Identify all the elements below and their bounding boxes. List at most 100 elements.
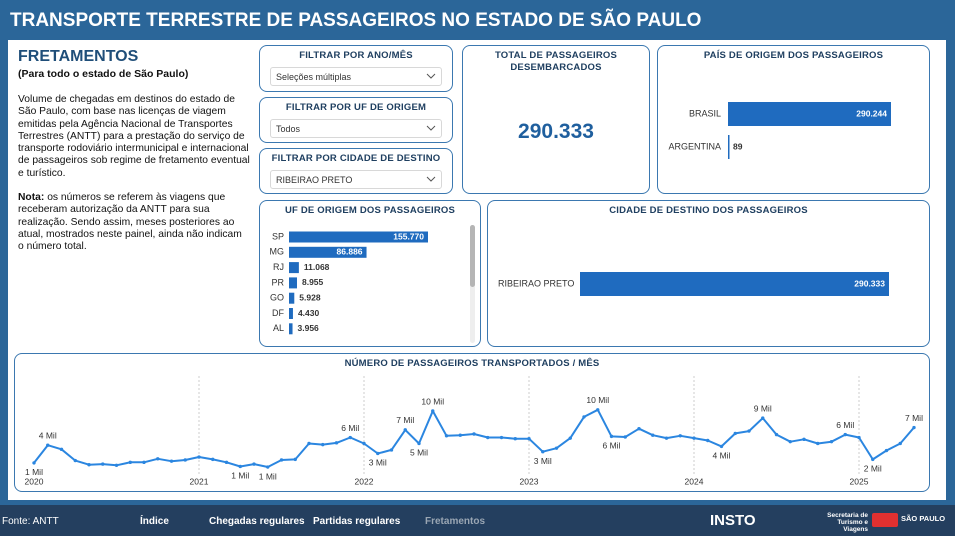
point xyxy=(651,433,655,437)
value-label: 6 Mil xyxy=(836,420,854,430)
value-label: 3.956 xyxy=(298,323,320,333)
value-label: 86.886 xyxy=(337,247,363,257)
point xyxy=(211,457,215,462)
point xyxy=(362,441,366,446)
kpi-card: TOTAL DE PASSAGEIROS DESEMBARCADOS 290.3… xyxy=(462,45,650,194)
line-chart: 2020 2021 2022 2023 2024 2025 1 Mil 4 Mil 1 Mil 1… xyxy=(25,376,923,486)
point xyxy=(816,441,820,446)
value-label: 11.068 xyxy=(304,262,330,272)
point xyxy=(582,415,586,419)
point xyxy=(554,446,559,450)
chevron xyxy=(426,176,436,182)
bar xyxy=(289,323,293,335)
point xyxy=(788,439,792,444)
intro-subtitle: (Para todo o estado de São Paulo) xyxy=(18,68,189,80)
nav-link[interactable]: Índice xyxy=(140,516,169,527)
point xyxy=(101,462,105,466)
category-label: BRASIL xyxy=(689,108,721,118)
bar xyxy=(289,308,293,319)
value-label: 9 Mil xyxy=(754,403,772,413)
x-tick-label: 2021 xyxy=(190,476,209,486)
point xyxy=(87,462,91,467)
value-label: 10 Mil xyxy=(586,395,609,405)
chart-title: CIDADE DE DESTINO DOS PASSAGEIROS xyxy=(609,205,808,216)
point xyxy=(884,448,889,453)
dropdown-value: Todos xyxy=(276,124,301,134)
value-label: 5.928 xyxy=(299,292,321,302)
bar xyxy=(728,135,730,159)
filter-title: FILTRAR POR CIDADE DE DESTINO xyxy=(271,153,441,164)
scrollbar[interactable] xyxy=(470,225,475,287)
point xyxy=(32,461,36,465)
value-label: 290.244 xyxy=(856,108,887,118)
point xyxy=(472,432,476,436)
point xyxy=(513,437,517,441)
point xyxy=(59,447,64,452)
value-label: 3 Mil xyxy=(534,456,552,466)
point xyxy=(774,432,779,437)
point xyxy=(637,427,641,431)
point xyxy=(761,416,765,420)
nav-link[interactable]: Chegadas regulares xyxy=(209,516,305,527)
point xyxy=(307,441,311,446)
bar xyxy=(289,231,428,243)
value-label: 155.770 xyxy=(393,231,424,241)
point xyxy=(389,448,394,452)
point xyxy=(541,450,545,454)
point xyxy=(197,455,201,459)
nav-link[interactable]: Partidas regulares xyxy=(313,516,401,527)
point xyxy=(678,434,682,438)
chart-panel: PAÍS DE ORIGEM DOS PASSAGEIROS BRASIL 290… xyxy=(657,45,930,194)
value-label: 1 Mil xyxy=(259,471,277,481)
chart-title: UF DE ORIGEM DOS PASSAGEIROS xyxy=(284,205,456,216)
chart-panel: NÚMERO DE PASSAGEIROS TRANSPORTADOS / MÊ… xyxy=(14,353,930,492)
bar-chart: SP 155.770 MG 86.886 RJ 11.068 PR 8.955 GO 5.928 D… xyxy=(270,225,475,343)
value-label: 7 Mil xyxy=(905,413,923,423)
logo: Secretaria de Turismo e Viagens xyxy=(827,512,868,533)
x-tick-label: 2025 xyxy=(850,476,869,486)
value-label: 7 Mil xyxy=(396,415,414,425)
value-label: 290.333 xyxy=(854,278,885,288)
page-title: TRANSPORTE TERRESTRE DE PASSAGEIROS NO E… xyxy=(10,10,702,31)
dropdown[interactable]: Todos xyxy=(270,119,442,138)
dropdown[interactable]: Seleções múltiplas xyxy=(270,67,442,86)
kpi-value: 290.333 xyxy=(518,120,594,143)
value-label: 4 Mil xyxy=(713,451,731,461)
value-label: 5 Mil xyxy=(410,448,428,458)
point xyxy=(73,458,77,463)
point xyxy=(898,441,902,446)
filter-title: FILTRAR POR ANO/MÊS xyxy=(299,50,413,61)
value-label: 1 Mil xyxy=(25,467,43,477)
point xyxy=(238,464,242,469)
point xyxy=(596,408,600,412)
point xyxy=(857,435,861,440)
category-label: ARGENTINA xyxy=(668,141,721,151)
dropdown-value: Seleções múltiplas xyxy=(276,72,352,82)
x-tick-label: 2022 xyxy=(355,476,374,486)
point xyxy=(252,462,256,466)
point xyxy=(156,457,160,461)
point xyxy=(733,431,737,436)
x-tick-label: 2020 xyxy=(25,476,44,486)
nav-link[interactable]: Fretamentos xyxy=(425,516,486,527)
line xyxy=(33,408,915,468)
dropdown[interactable]: RIBEIRAO PRETO xyxy=(270,170,442,189)
point xyxy=(527,437,531,441)
value-label: 6 Mil xyxy=(341,423,359,433)
chart-panel: UF DE ORIGEM DOS PASSAGEIROS SP 155.770 MG… xyxy=(259,200,481,347)
chevron xyxy=(426,125,436,131)
point xyxy=(128,460,132,465)
point xyxy=(403,428,407,432)
bar-chart: RIBEIRAO PRETO 290.333 xyxy=(498,272,889,296)
value-label: 3 Mil xyxy=(369,458,387,468)
bar xyxy=(728,102,891,126)
point xyxy=(266,465,270,469)
point xyxy=(321,442,325,447)
intro-title: FRETAMENTOS xyxy=(18,48,139,65)
bar xyxy=(289,262,299,274)
category-label: DF xyxy=(272,308,284,318)
filter-panel: FILTRAR POR UF DE ORIGEM Todos xyxy=(259,97,453,143)
intro: FRETAMENTOS (Para todo o estado de São P… xyxy=(18,48,250,254)
bar xyxy=(580,272,889,296)
